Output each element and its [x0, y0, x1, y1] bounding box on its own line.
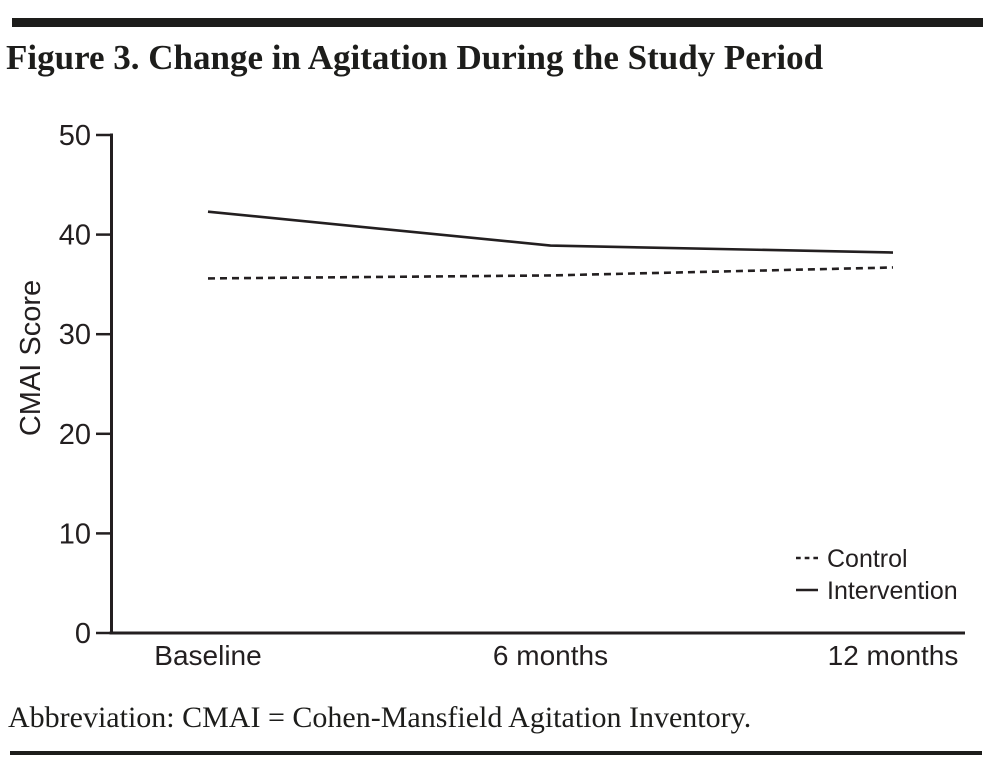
cmai-line-chart: 0 10 20 30 40 50 Baseline 6 months 12 months CMAI…: [15, 120, 965, 671]
top-rule: [12, 18, 983, 27]
y-tick-label: 30: [59, 319, 91, 351]
abbreviation-note: Abbreviation: CMAI = Cohen-Mansfield Agi…: [8, 701, 752, 734]
y-axis-title: CMAI Score: [15, 280, 47, 436]
x-tick-label: Baseline: [154, 640, 261, 671]
y-tick-label: 0: [75, 618, 91, 650]
figure-title: Figure 3. Change in Agitation During the…: [6, 38, 824, 77]
legend-label-intervention: Intervention: [827, 577, 958, 605]
bottom-rule: [10, 751, 982, 755]
x-tick-label: 12 months: [828, 640, 959, 671]
series-line-control: [207, 266, 894, 280]
y-tick-label: 10: [59, 518, 91, 550]
y-tick-label: 40: [59, 220, 91, 252]
legend-label-control: Control: [827, 545, 908, 573]
y-tick-label: 50: [59, 120, 91, 152]
series-line-intervention: [207, 210, 894, 254]
x-tick-label: 6 months: [493, 640, 608, 671]
y-tick-label: 20: [59, 419, 91, 451]
